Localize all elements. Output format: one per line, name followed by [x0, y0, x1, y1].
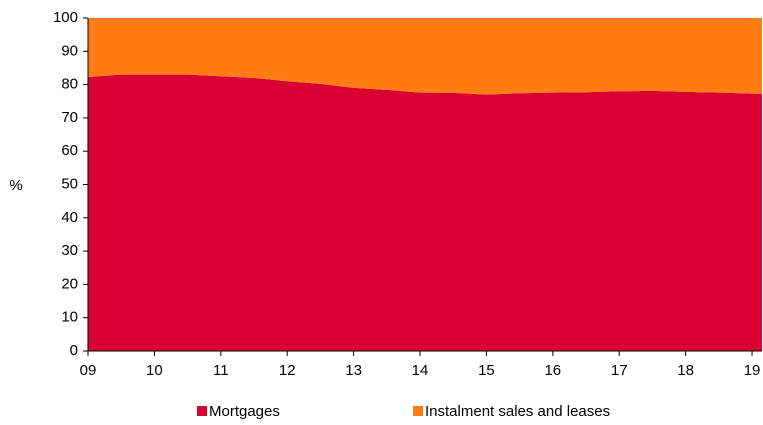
y-tick-label: 70 [61, 109, 78, 126]
x-tick-label: 17 [611, 362, 628, 379]
x-tick-label: 15 [478, 362, 495, 379]
y-tick-label: 100 [53, 9, 78, 26]
legend-swatch [197, 406, 207, 416]
x-tick-label: 16 [544, 362, 561, 379]
y-tick-label: 20 [61, 275, 78, 292]
legend-swatch [413, 406, 423, 416]
x-tick-label: 11 [213, 362, 229, 379]
x-tick-label: 13 [345, 362, 362, 379]
x-tick-label: 18 [677, 362, 694, 379]
y-tick-label: 10 [61, 309, 78, 326]
x-tick-label: 19 [744, 362, 761, 379]
y-axis-label: % [9, 177, 22, 194]
y-tick-label: 80 [61, 76, 78, 93]
x-tick-label: 14 [412, 362, 429, 379]
y-tick-label: 90 [61, 42, 78, 59]
y-tick-label: 60 [61, 142, 78, 159]
x-tick-label: 12 [279, 362, 296, 379]
y-tick-label: 50 [61, 175, 78, 192]
area [88, 74, 762, 352]
y-tick-label: 0 [70, 342, 78, 359]
legend-label: Instalment sales and leases [425, 403, 610, 420]
legend-label: Mortgages [209, 403, 280, 420]
area [88, 18, 762, 95]
y-tick-label: 30 [61, 242, 78, 259]
y-tick-label: 40 [61, 209, 78, 226]
x-tick-label: 10 [146, 362, 163, 379]
x-tick-label: 09 [80, 362, 97, 379]
